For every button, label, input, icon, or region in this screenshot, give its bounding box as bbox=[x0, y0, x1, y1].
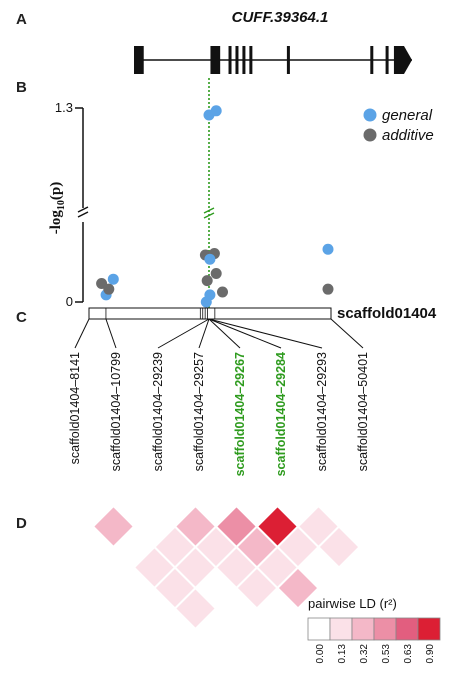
scaffold-snp-ticks bbox=[88, 308, 332, 319]
snp-connector-1 bbox=[74, 318, 90, 349]
guide-break-marker bbox=[203, 207, 215, 219]
panel-label-b: B bbox=[16, 79, 27, 96]
ld-scale-label-3: 0.32 bbox=[359, 644, 370, 664]
snp-labels: scaffold01404–8141 scaffold01404–10799 sca… bbox=[68, 352, 370, 476]
scaffold-bar bbox=[88, 307, 332, 320]
snp-label-3: scaffold01404–29239 bbox=[151, 352, 165, 471]
point-additive-10 bbox=[217, 286, 228, 298]
snp-connector-4 bbox=[198, 318, 210, 349]
panel-label-a: A bbox=[16, 11, 27, 28]
gene-exon-1 bbox=[134, 46, 144, 74]
ytick-label-bottom: 0 bbox=[66, 294, 73, 309]
gene-exon-6 bbox=[249, 46, 253, 74]
ld-scale-label-6: 0.90 bbox=[425, 644, 436, 664]
point-additive-16 bbox=[322, 283, 334, 295]
snp-connector-5 bbox=[208, 318, 241, 349]
snp-label-4: scaffold01404–29257 bbox=[192, 352, 206, 471]
snp-connector-3 bbox=[157, 318, 210, 349]
gene-exon-arrow bbox=[393, 46, 412, 74]
gene-exon-2 bbox=[210, 46, 221, 74]
snp-label-8: scaffold01404–50401 bbox=[356, 352, 370, 471]
ld-legend-title: pairwise LD (r²) bbox=[308, 596, 397, 611]
scatter-points bbox=[96, 105, 334, 308]
snp-connectors bbox=[74, 318, 364, 349]
ld-scale-box-1 bbox=[307, 617, 331, 641]
panel-label-c: C bbox=[16, 309, 27, 326]
snp-label-6: scaffold01404–29284 bbox=[274, 352, 288, 476]
snp-connector-7 bbox=[208, 318, 323, 349]
panel-label-d: D bbox=[16, 515, 27, 532]
legend-swatch-additive bbox=[363, 128, 377, 142]
ld-scale-label-2: 0.13 bbox=[337, 644, 348, 664]
ld-scale-box-4 bbox=[373, 617, 397, 641]
gene-exon-3 bbox=[228, 46, 232, 74]
ld-scale-label-4: 0.53 bbox=[381, 644, 392, 664]
snp-connector-6 bbox=[208, 318, 282, 349]
snp-connector-2 bbox=[105, 318, 117, 349]
axis-break-marker bbox=[77, 206, 89, 218]
snp-label-7: scaffold01404–29293 bbox=[315, 352, 329, 471]
point-general-7 bbox=[204, 253, 216, 265]
point-additive-3 bbox=[103, 283, 115, 295]
point-general-12 bbox=[200, 296, 212, 308]
ld-color-scale: 0.00 0.13 0.32 0.53 0.63 0.90 bbox=[307, 617, 441, 664]
gene-exon-5 bbox=[242, 46, 246, 74]
association-plot: 1.3 0 -log10(p) general additive bbox=[48, 78, 434, 318]
gene-exon-7 bbox=[286, 46, 290, 74]
snp-label-5: scaffold01404–29267 bbox=[233, 352, 247, 476]
ld-legend: pairwise LD (r²) 0.00 0.13 0.32 0.53 0.63 0.9… bbox=[307, 596, 441, 664]
point-additive-8 bbox=[201, 275, 213, 287]
gene-exon-9 bbox=[385, 46, 389, 74]
gene-exon-8 bbox=[370, 46, 374, 74]
legend-label-additive: additive bbox=[382, 127, 434, 144]
ld-scale-box-3 bbox=[351, 617, 375, 641]
ld-scale-box-5 bbox=[395, 617, 419, 641]
snp-label-1: scaffold01404–8141 bbox=[68, 352, 82, 464]
legend-label-general: general bbox=[382, 107, 433, 124]
ld-scale-box-2 bbox=[329, 617, 353, 641]
ld-scale-box-6 bbox=[417, 617, 441, 641]
ld-cell-7-8 bbox=[337, 504, 382, 549]
point-additive-9 bbox=[210, 268, 222, 279]
y-axis-label: -log10(p) bbox=[48, 182, 67, 235]
legend-swatch-general bbox=[363, 108, 377, 122]
scaffold-name: scaffold01404 bbox=[337, 305, 437, 322]
gene-title: CUFF.39364.1 bbox=[232, 9, 329, 26]
point-general-14 bbox=[210, 105, 222, 117]
gene-exon-4 bbox=[235, 46, 239, 74]
snp-label-2: scaffold01404–10799 bbox=[109, 352, 123, 471]
ld-scale-label-1: 0.00 bbox=[315, 644, 326, 664]
gene-model bbox=[134, 46, 412, 74]
snp-connector-8 bbox=[330, 318, 364, 349]
ld-heatmap bbox=[91, 504, 382, 672]
point-general-4 bbox=[107, 273, 119, 285]
legend: general additive bbox=[363, 107, 434, 144]
ld-scale-label-5: 0.63 bbox=[403, 644, 414, 664]
ytick-label-top: 1.3 bbox=[55, 100, 73, 115]
point-general-15 bbox=[322, 243, 334, 255]
